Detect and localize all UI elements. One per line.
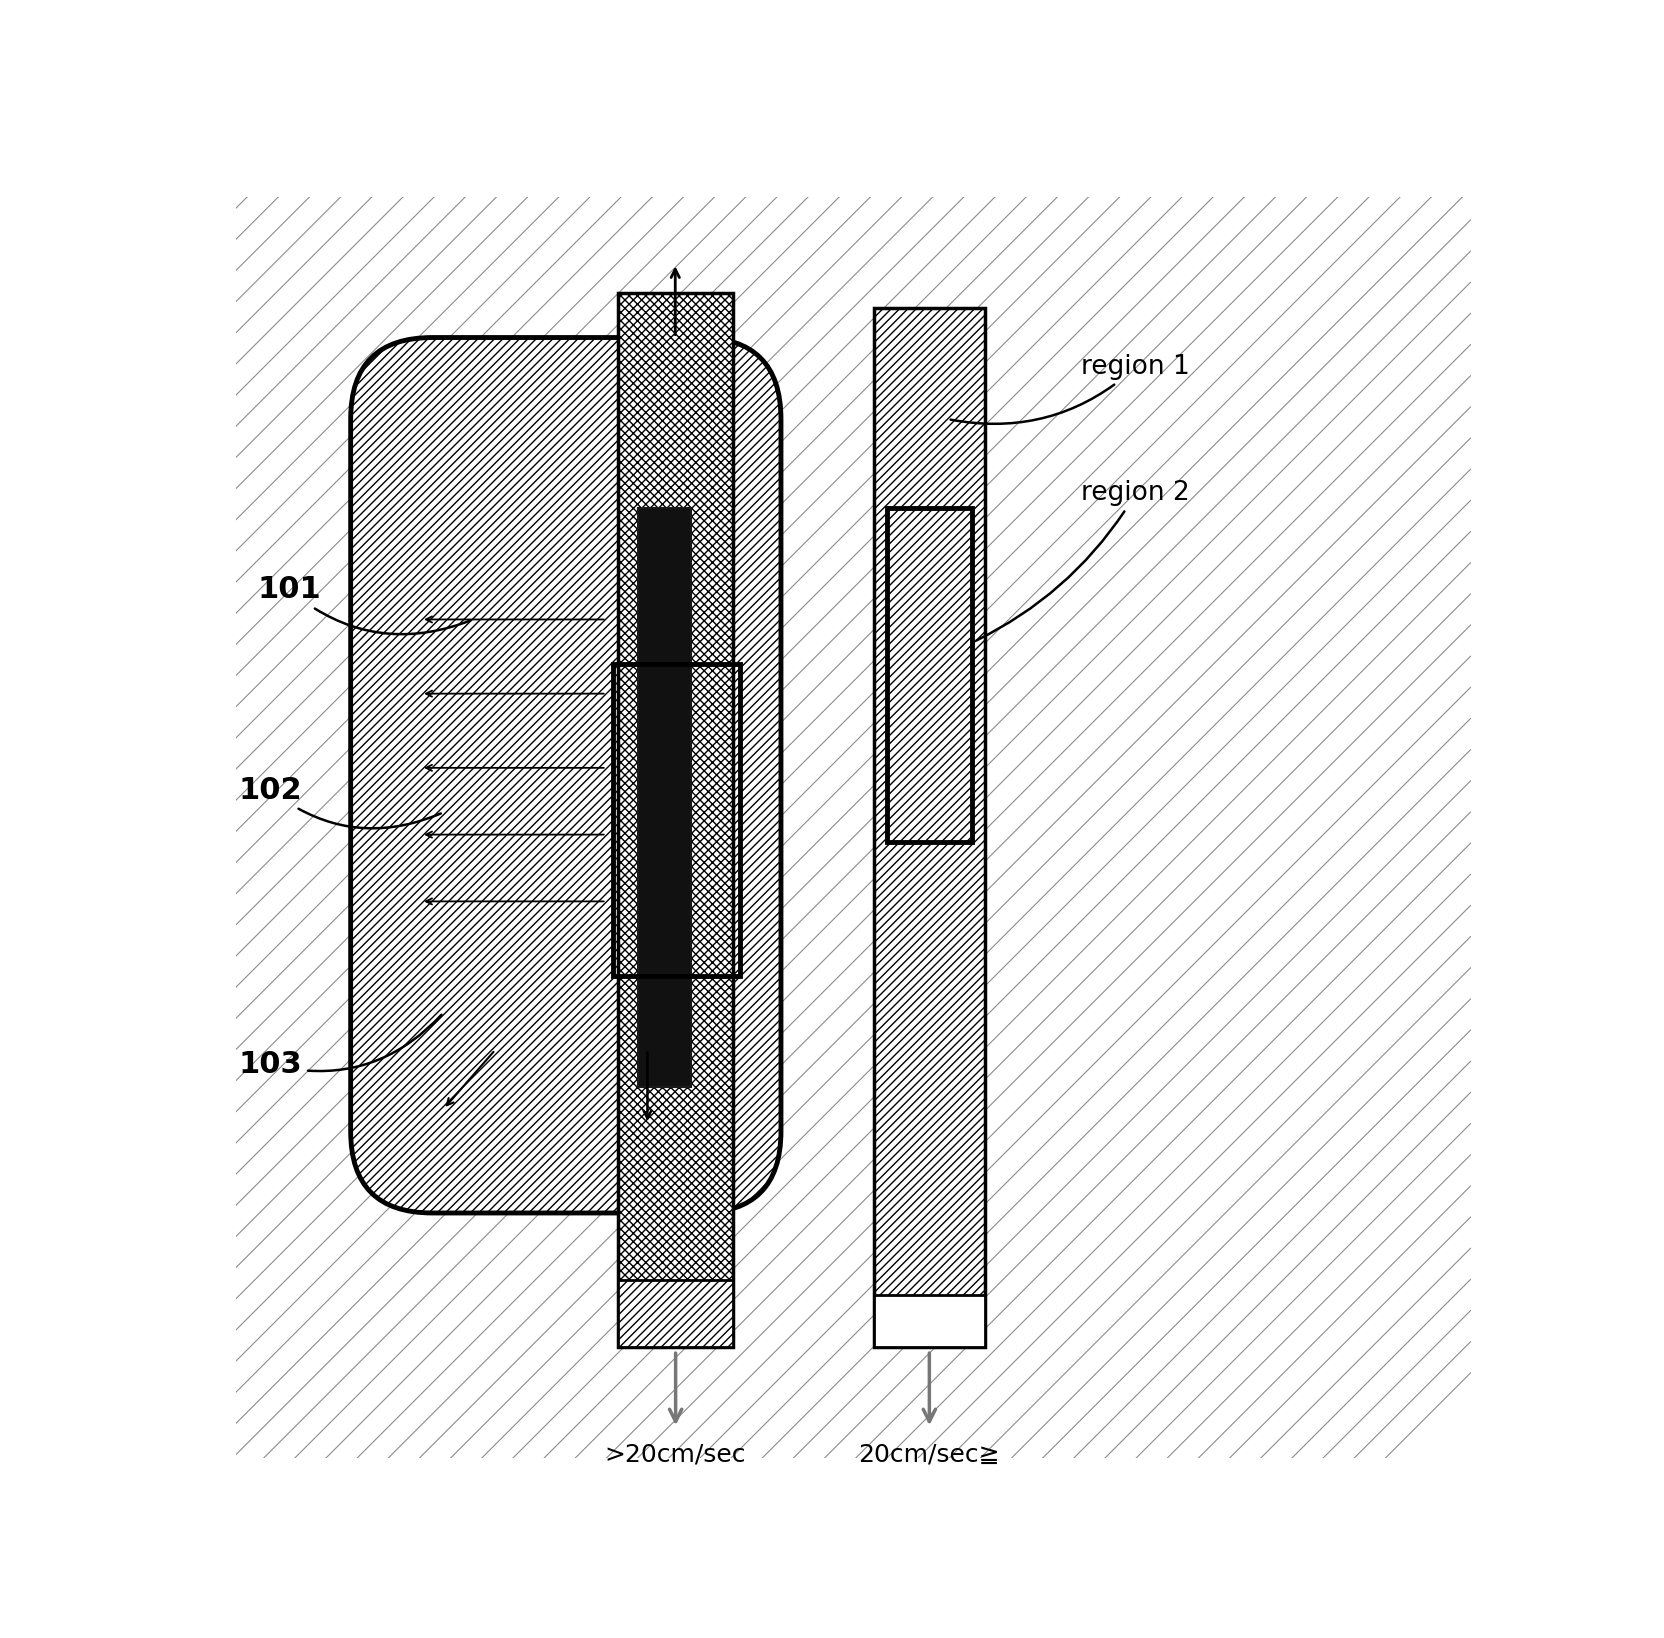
Bar [617,1279,732,1346]
Bar [887,331,972,1309]
Bar [887,331,972,1309]
Text: 103: 103 [238,1014,441,1079]
Bar [874,308,985,1346]
Bar [874,1294,985,1346]
Bar [632,314,696,1309]
Text: region 2: region 2 [975,480,1190,640]
Bar [617,1279,732,1346]
Bar [617,1279,732,1346]
Text: 20cm/sec≧: 20cm/sec≧ [859,1443,1000,1468]
Text: >20cm/sec: >20cm/sec [604,1443,745,1468]
Bar [887,508,972,842]
Text: region 1: region 1 [950,354,1190,424]
Bar [617,293,732,1346]
Bar [617,293,732,1346]
Bar [612,663,740,976]
Text: 102: 102 [238,776,441,829]
Bar [637,508,691,1088]
Bar [632,314,696,1309]
FancyBboxPatch shape [351,337,780,1214]
Text: 101: 101 [256,575,471,634]
Bar [874,308,985,1346]
Bar [874,308,985,1346]
Bar [617,293,732,1346]
